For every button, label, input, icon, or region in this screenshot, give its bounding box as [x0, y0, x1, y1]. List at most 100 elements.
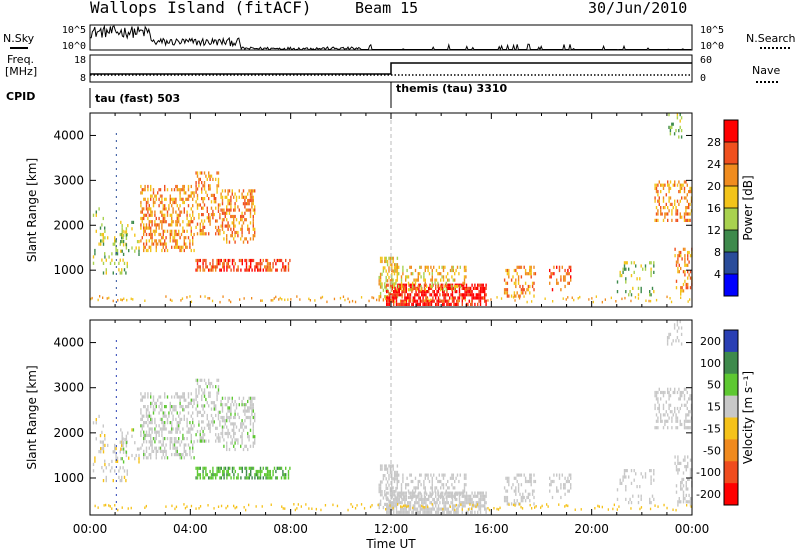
- echo-cell: [386, 299, 388, 303]
- echo-cell: [158, 223, 160, 227]
- echo-cell: [148, 430, 150, 434]
- echo-cell: [227, 198, 229, 203]
- echo-cell: [391, 263, 393, 267]
- echo-cell: [166, 421, 169, 425]
- echo-cell: [409, 501, 412, 505]
- echo-cell: [420, 275, 422, 279]
- echo-cell: [245, 409, 247, 413]
- echo-cell: [219, 439, 221, 443]
- echo-cell: [416, 486, 418, 490]
- echo-cell: [199, 232, 201, 236]
- echo-cell: [622, 475, 624, 479]
- echo-cell: [269, 473, 271, 477]
- ground-scatter-cell: [97, 506, 99, 509]
- echo-cell: [471, 283, 473, 287]
- echo-cell: [449, 491, 451, 495]
- echo-cell: [447, 510, 449, 514]
- echo-cell: [395, 477, 397, 481]
- echo-cell: [145, 204, 148, 208]
- echo-cell: [115, 447, 117, 451]
- echo-cell: [233, 208, 235, 212]
- echo-cell: [193, 401, 195, 405]
- echo-cell: [268, 268, 270, 272]
- echo-cell: [392, 464, 394, 468]
- echo-cell: [396, 272, 398, 276]
- echo-cell: [94, 456, 96, 460]
- echo-cell: [398, 510, 400, 514]
- ground-scatter-cell: [290, 298, 292, 301]
- echo-cell: [144, 395, 146, 399]
- echo-cell: [212, 213, 214, 217]
- echo-cell: [431, 281, 433, 285]
- echo-cell: [162, 242, 164, 246]
- echo-cell: [457, 507, 459, 511]
- echo-cell: [463, 504, 465, 508]
- echo-cell: [240, 227, 242, 231]
- echo-cell: [241, 469, 243, 474]
- echo-cell: [668, 406, 670, 411]
- echo-cell: [185, 242, 187, 246]
- echo-cell: [392, 285, 394, 289]
- echo-cell: [199, 265, 201, 269]
- echo-cell: [396, 464, 399, 468]
- echo-cell: [433, 507, 435, 511]
- echo-cell: [201, 397, 203, 402]
- echo-cell: [178, 220, 180, 224]
- echo-cell: [655, 394, 658, 398]
- ground-scatter-cell: [324, 504, 327, 507]
- echo-cell: [143, 216, 145, 221]
- echo-cell: [391, 476, 393, 480]
- echo-cell: [425, 302, 427, 306]
- echo-cell: [675, 206, 677, 210]
- ground-scatter-cell: [344, 298, 346, 302]
- echo-cell: [159, 210, 162, 214]
- echo-cell: [235, 218, 238, 222]
- echo-cell: [517, 265, 520, 269]
- echo-cell: [251, 258, 253, 263]
- echo-cell: [653, 472, 655, 476]
- ground-scatter-cell: [512, 296, 515, 299]
- echo-cell: [688, 410, 690, 414]
- echo-cell: [199, 203, 201, 207]
- echo-cell: [563, 275, 565, 279]
- echo-cell: [392, 278, 394, 282]
- echo-cell: [378, 295, 380, 299]
- echo-cell: [437, 497, 440, 502]
- echo-cell: [447, 293, 449, 297]
- echo-cell: [165, 449, 167, 453]
- echo-cell: [237, 441, 239, 445]
- echo-cell: [513, 294, 516, 298]
- echo-cell: [162, 424, 164, 428]
- echo-cell: [684, 465, 686, 469]
- echo-cell: [242, 403, 245, 407]
- echo-cell: [433, 501, 435, 505]
- echo-cell: [161, 197, 163, 201]
- echo-cell: [467, 497, 469, 502]
- echo-cell: [428, 302, 430, 306]
- echo-cell: [154, 401, 156, 405]
- ground-scatter-cell: [488, 508, 491, 512]
- echo-cell: [689, 218, 691, 222]
- echo-cell: [180, 197, 183, 201]
- echo-cell: [202, 229, 204, 233]
- echo-cell: [145, 408, 148, 412]
- echo-cell: [398, 284, 400, 289]
- freq-right-tick-top: 60: [700, 55, 712, 66]
- echo-cell: [102, 450, 105, 454]
- echo-cell: [189, 430, 191, 434]
- echo-cell: [158, 411, 160, 415]
- echo-cell: [654, 403, 656, 407]
- echo-cell: [199, 378, 201, 382]
- echo-cell: [195, 433, 197, 437]
- echo-cell: [458, 293, 461, 297]
- echo-cell: [424, 268, 426, 273]
- echo-cell: [425, 507, 427, 511]
- echo-cell: [121, 437, 123, 442]
- echo-cell: [132, 220, 135, 224]
- echo-cell: [416, 495, 418, 500]
- echo-cell: [398, 290, 400, 294]
- echo-cell: [224, 214, 226, 219]
- echo-cell: [523, 288, 525, 292]
- ground-scatter-cell: [442, 507, 444, 511]
- echo-cell: [393, 299, 395, 303]
